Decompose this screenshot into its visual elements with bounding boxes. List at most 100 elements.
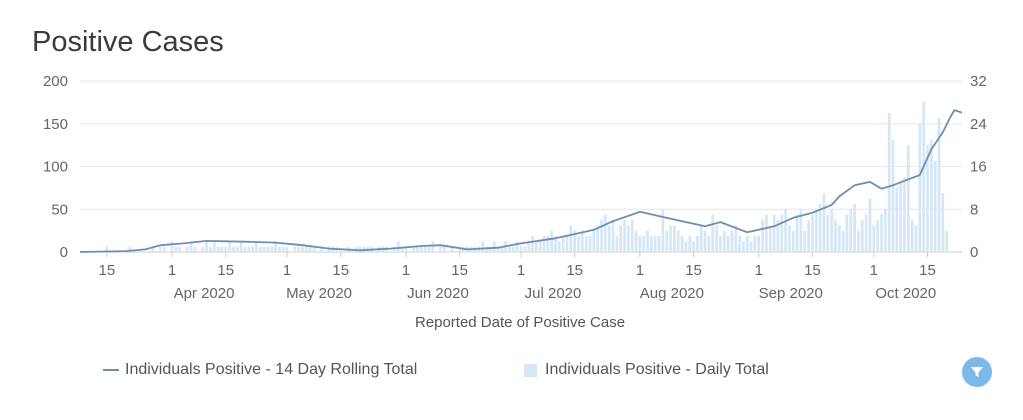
daily-bar [278,246,281,252]
daily-bar [903,177,906,252]
daily-bar [550,230,554,252]
daily-bar [857,230,860,252]
daily-bar [523,246,527,252]
daily-bar [661,209,665,252]
daily-bar [711,214,715,252]
daily-bar [404,246,408,252]
daily-bar [757,235,761,252]
x-tick-label: 15 [98,262,115,279]
x-month-label: Apr 2020 [174,285,235,302]
daily-bar [822,193,826,252]
y-axis-right: 0 8 16 24 32 [970,73,987,261]
daily-bar [630,219,634,252]
x-tick-label: 1 [402,262,410,279]
y-right-tick-label: 0 [970,244,978,261]
x-tick-label: 15 [919,262,936,279]
daily-bar [209,246,212,252]
legend-label-rolling: Individuals Positive - 14 Day Rolling To… [125,361,418,378]
daily-bar [531,235,534,252]
daily-bar [163,246,166,252]
daily-bar [251,246,254,252]
daily-bar [738,235,741,252]
daily-bar [189,241,193,252]
x-tick-label: 1 [283,262,291,279]
daily-bar [212,241,216,252]
daily-bar [243,246,247,252]
daily-bar [581,230,584,252]
x-tick-label: 1 [636,262,644,279]
daily-bar [235,246,239,252]
daily-bar [834,219,837,252]
chart-title: Positive Cases [32,26,224,58]
legend-bar-swatch [524,363,537,377]
daily-bar [105,246,109,252]
daily-bar [707,235,711,252]
daily-bar [312,246,316,252]
daily-bar [684,241,688,252]
x-tick-label: 1 [755,262,763,279]
y-axis-left: 0 50 100 150 200 [43,73,68,261]
daily-bar [554,235,557,252]
daily-bar [849,209,853,252]
daily-bar [485,246,488,252]
daily-bar [922,102,925,252]
legend-item-daily[interactable]: Individuals Positive - Daily Total [524,361,769,379]
daily-bar [669,225,672,252]
rolling-line [79,109,963,253]
daily-bar [673,225,676,252]
daily-bar [914,225,918,252]
daily-bar [558,241,561,252]
daily-bar [281,246,285,252]
y-left-tick-label: 100 [43,159,68,176]
legend-line-swatch [103,369,119,371]
daily-bar [546,235,550,252]
daily-bar [634,230,638,252]
daily-bar [258,246,262,252]
daily-bar [412,246,415,252]
y-left-tick-label: 200 [43,73,68,90]
daily-bar [508,246,511,252]
daily-bar [285,246,289,252]
x-axis-label: Reported Date of Positive Case [415,314,625,331]
daily-bar [565,235,569,252]
daily-bar [803,230,807,252]
y-left-tick-label: 0 [60,244,68,261]
daily-bar [427,246,431,252]
daily-bar [841,230,845,252]
daily-bar [228,241,231,252]
daily-bar [642,235,646,252]
daily-bar [883,209,887,252]
daily-bar [619,225,623,252]
daily-bar [542,235,546,252]
daily-bar [910,219,914,252]
legend-item-rolling[interactable]: Individuals Positive - 14 Day Rolling To… [103,361,417,379]
daily-bar [151,246,155,252]
daily-bar [811,214,814,252]
daily-bar [481,241,484,252]
daily-bar [266,246,270,252]
daily-bar [837,225,841,252]
daily-bar [511,246,515,252]
daily-bar [178,246,182,252]
daily-bar [450,246,454,252]
daily-bar [128,246,132,252]
daily-bar [696,235,699,252]
daily-bar [703,230,707,252]
daily-bar [358,246,362,252]
daily-bar [722,230,726,252]
daily-bar [876,219,879,252]
daily-bar [320,246,323,252]
daily-bar [224,246,228,252]
daily-bar [442,246,446,252]
daily-bar [772,214,776,252]
daily-bar [534,241,538,252]
filter-button[interactable] [962,357,992,387]
daily-bar [665,230,669,252]
daily-bar [301,246,304,252]
daily-bar [818,203,822,252]
daily-bar [255,241,258,252]
daily-bar [795,214,799,252]
daily-bar [600,219,603,252]
